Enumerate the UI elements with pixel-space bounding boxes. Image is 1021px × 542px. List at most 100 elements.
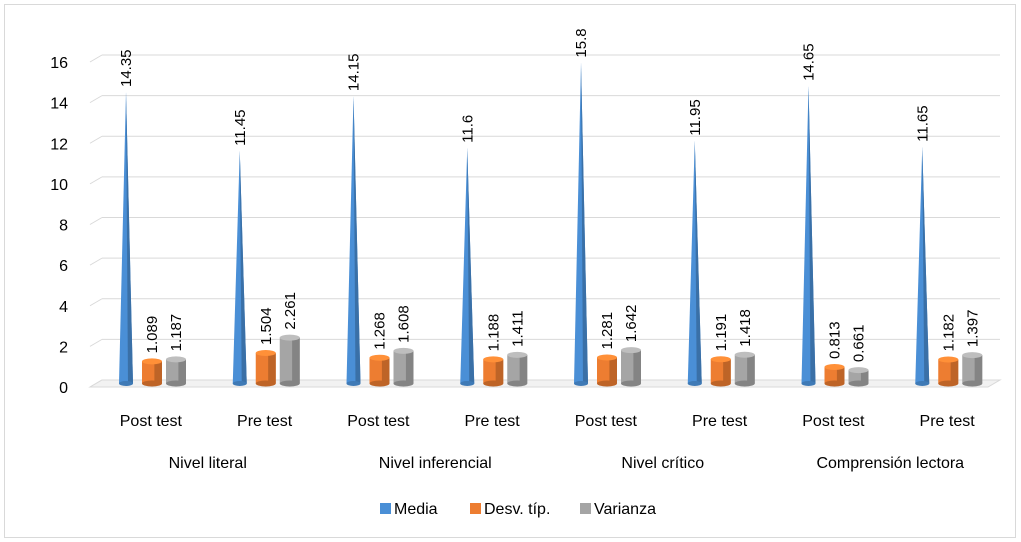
bar-top <box>597 354 617 361</box>
bar-base <box>279 380 300 387</box>
bar-base <box>483 380 504 387</box>
bar-base <box>848 380 869 387</box>
data-label-media: 11.6 <box>459 115 476 143</box>
x-category-label: Post test <box>575 413 638 430</box>
data-label-varianza: 2.261 <box>282 292 299 330</box>
gridline-depth <box>89 95 103 104</box>
bar-media-base <box>574 381 588 386</box>
bar-media-base <box>119 381 133 386</box>
data-label-media: 14.35 <box>118 49 135 87</box>
legend-label: Desv. típ. <box>484 501 550 518</box>
data-label-varianza: 1.642 <box>623 305 640 343</box>
bar-top <box>824 363 845 370</box>
y-tick-label: 12 <box>50 136 68 153</box>
bar-base <box>824 380 845 387</box>
y-tick-label: 2 <box>59 339 68 356</box>
data-label-media: 14.65 <box>801 43 818 81</box>
legend-swatch <box>580 503 591 514</box>
bar-shade <box>860 370 869 384</box>
bar-shade <box>609 357 617 384</box>
bar-media-shade <box>808 85 816 386</box>
bar-media-shade <box>353 96 361 386</box>
bar-base <box>393 380 414 387</box>
bars <box>119 62 983 387</box>
bar-shade <box>723 359 731 384</box>
x-group-label: Nivel literal <box>169 455 247 472</box>
gridline-depth <box>89 176 103 185</box>
data-label-media: 11.45 <box>232 109 249 145</box>
bar-top <box>483 356 504 363</box>
bar-top <box>848 367 869 374</box>
data-label-media: 15.8 <box>573 28 590 57</box>
bar-base <box>255 380 276 387</box>
bar-top <box>393 347 414 354</box>
bar-top <box>369 354 390 361</box>
legend: Media Desv. típ. Varianza <box>380 501 656 518</box>
data-label-media: 11.65 <box>914 105 931 141</box>
bar-top <box>710 356 731 363</box>
gridline-depth <box>89 338 103 347</box>
bar-top <box>507 351 528 358</box>
bar-media-base <box>346 381 361 386</box>
bar-top <box>279 334 300 341</box>
bar-top <box>255 349 276 356</box>
data-label-varianza: 1.397 <box>964 310 981 348</box>
gridline-depth <box>89 257 103 266</box>
chart-floor <box>88 379 1002 388</box>
data-label-varianza: 1.187 <box>168 314 185 352</box>
bar-media-base <box>460 381 475 386</box>
x-group-label: Nivel crítico <box>621 455 704 472</box>
x-category-label: Post test <box>120 413 183 430</box>
bar-base <box>734 380 755 387</box>
bar-shade <box>836 366 845 384</box>
bar-base <box>938 380 959 387</box>
legend-label: Varianza <box>594 501 656 518</box>
data-label-varianza: 0.661 <box>851 325 868 363</box>
bar-shade <box>519 354 528 384</box>
data-label-media: 11.95 <box>687 99 704 135</box>
bar-base <box>369 380 390 387</box>
bar-base <box>507 380 528 387</box>
bar-shade <box>381 357 390 384</box>
data-label-desv: 1.089 <box>144 316 161 354</box>
bar-shade <box>154 361 162 384</box>
x-category-label: Pre test <box>692 413 748 430</box>
bar-top <box>734 351 755 358</box>
data-label-desv: 0.813 <box>827 321 844 359</box>
data-label-desv: 1.281 <box>599 312 616 350</box>
bar-media-base <box>232 381 247 386</box>
bar-shade <box>405 350 414 384</box>
bar-base <box>621 380 641 387</box>
data-label-varianza: 1.418 <box>737 309 754 347</box>
x-category-label: Pre test <box>237 413 293 430</box>
bar-shade <box>268 352 276 384</box>
y-tick-label: 14 <box>50 96 68 113</box>
x-category-label: Post test <box>347 413 410 430</box>
bar-top <box>962 352 983 359</box>
bar-media-shade <box>694 140 702 386</box>
bar-media-base <box>801 381 816 386</box>
y-tick-label: 16 <box>50 55 68 72</box>
bar-top <box>621 347 641 354</box>
bar-shade <box>633 350 641 384</box>
data-labels: 14.35 1.089 1.187 11.45 1.504 2.261 14.15 1.268… <box>118 28 981 362</box>
x-axis: Post test Pre test Post test Pre test Post t… <box>120 413 975 472</box>
bar-base <box>962 380 983 387</box>
bar-media-shade <box>581 62 588 386</box>
gridline-depth <box>89 135 103 144</box>
bar-media-shade <box>239 150 247 386</box>
x-category-label: Pre test <box>920 413 976 430</box>
data-label-desv: 1.188 <box>485 314 502 352</box>
bar-base <box>710 380 731 387</box>
legend-label: Media <box>394 501 438 518</box>
bar-top <box>166 356 186 363</box>
data-label-desv: 1.182 <box>940 314 957 352</box>
bar-top <box>142 358 162 365</box>
bar-media-base <box>915 381 930 386</box>
y-tick-label: 10 <box>50 177 68 194</box>
bar-media-shade <box>922 146 930 386</box>
bar-media-shade <box>467 147 475 386</box>
bar-top <box>938 356 959 363</box>
chart-frame <box>4 4 1016 538</box>
